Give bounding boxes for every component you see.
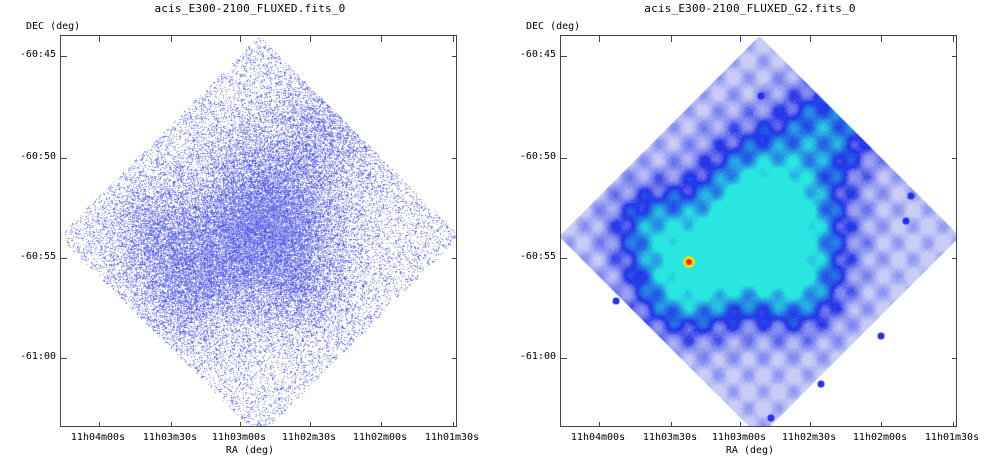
x-tick-label: 11h04m00s: [570, 432, 626, 443]
x-tick-label: 11h03m00s: [711, 432, 767, 443]
image-panel-raw: acis_E300-2100_FLUXED.fits_0 DEC (deg) -…: [19, 2, 480, 456]
y-tick-label: -60:50: [519, 151, 556, 162]
axis-tick: [310, 36, 311, 42]
axis-tick: [61, 258, 67, 259]
axis-tick: [310, 422, 311, 426]
panel-title: acis_E300-2100_FLUXED.fits_0: [154, 2, 346, 15]
y-tick-label: -61:00: [519, 351, 556, 362]
axis-tick: [99, 422, 100, 426]
axis-tick: [99, 36, 100, 42]
axis-tick: [953, 36, 954, 42]
y-tick-label: -60:50: [19, 151, 56, 162]
axis-tick: [561, 56, 567, 57]
axis-tick: [240, 36, 241, 42]
axis-tick: [881, 36, 882, 42]
image-frame[interactable]: [60, 35, 457, 427]
x-tick-label: 11h02m00s: [352, 432, 408, 443]
axis-tick: [452, 358, 456, 359]
axis-tick: [381, 36, 382, 42]
panel-title: acis_E300-2100_FLUXED_G2.fits_0: [644, 2, 856, 15]
axis-tick: [452, 258, 456, 259]
x-tick-label: 11h01m30s: [924, 432, 980, 443]
axis-tick: [452, 158, 456, 159]
y-axis-label: DEC (deg): [526, 21, 581, 32]
x-tick-label: 11h02m30s: [281, 432, 337, 443]
axis-tick: [171, 422, 172, 426]
axis-tick: [881, 422, 882, 426]
axis-tick: [381, 422, 382, 426]
axis-tick: [453, 422, 454, 426]
x-tick-label: 11h03m30s: [142, 432, 198, 443]
image-frame[interactable]: [560, 35, 957, 427]
axis-tick: [671, 422, 672, 426]
axis-tick: [61, 358, 67, 359]
counts-image[interactable]: [61, 36, 456, 426]
y-axis-label: DEC (deg): [26, 21, 81, 32]
axis-tick: [740, 422, 741, 426]
y-tick-label: -60:55: [19, 251, 56, 262]
axis-tick: [61, 158, 67, 159]
axis-tick: [671, 36, 672, 42]
axis-tick: [240, 422, 241, 426]
axis-tick: [952, 358, 956, 359]
axis-tick: [452, 56, 456, 57]
x-tick-label: 11h02m00s: [852, 432, 908, 443]
x-tick-label: 11h03m00s: [211, 432, 267, 443]
axis-tick: [171, 36, 172, 42]
x-tick-label: 11h04m00s: [70, 432, 126, 443]
y-tick-label: -60:55: [519, 251, 556, 262]
axis-tick: [561, 258, 567, 259]
y-tick-label: -60:45: [19, 49, 56, 60]
x-axis-label: RA (deg): [225, 445, 275, 456]
axis-tick: [952, 56, 956, 57]
axis-tick: [599, 36, 600, 42]
axis-tick: [952, 158, 956, 159]
axis-tick: [952, 258, 956, 259]
x-axis-label: RA (deg): [725, 445, 775, 456]
axis-tick: [561, 358, 567, 359]
axis-tick: [953, 422, 954, 426]
axis-tick: [599, 422, 600, 426]
x-tick-label: 11h03m30s: [642, 432, 698, 443]
y-tick-label: -61:00: [19, 351, 56, 362]
axis-tick: [561, 158, 567, 159]
y-tick-label: -60:45: [519, 49, 556, 60]
axis-tick: [810, 422, 811, 426]
smoothed-image[interactable]: [561, 36, 956, 426]
axis-tick: [61, 56, 67, 57]
x-tick-label: 11h02m30s: [781, 432, 837, 443]
axis-tick: [740, 36, 741, 42]
axis-tick: [810, 36, 811, 42]
axis-tick: [453, 36, 454, 42]
image-panel-smoothed: acis_E300-2100_FLUXED_G2.fits_0 DEC (deg…: [500, 0, 1000, 468]
x-tick-label: 11h01m30s: [424, 432, 480, 443]
